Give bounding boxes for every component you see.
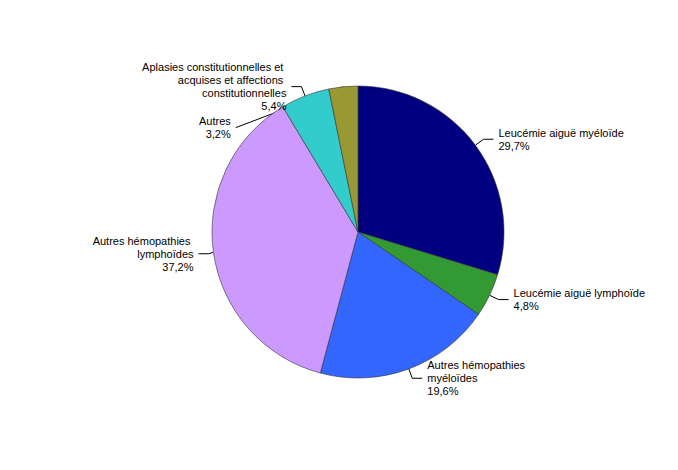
svg-text:Aplasies constitutionnelles et: Aplasies constitutionnelles et [142, 61, 286, 73]
svg-text:29,7%: 29,7% [498, 140, 529, 152]
svg-text:myéloïdes: myéloïdes [427, 372, 478, 384]
svg-text:acquises et affections: acquises et affections [178, 74, 287, 86]
svg-text:37,2%: 37,2% [162, 261, 193, 273]
svg-text:5,4%: 5,4% [261, 100, 286, 112]
svg-text:Autres hémopathies: Autres hémopathies [93, 235, 194, 247]
svg-text:Leucémie aiguë lymphoïde: Leucémie aiguë lymphoïde [514, 287, 645, 299]
svg-text:4,8%: 4,8% [514, 300, 539, 312]
svg-text:lymphoïdes: lymphoïdes [137, 248, 194, 260]
svg-text:19,6%: 19,6% [427, 385, 458, 397]
svg-text:Autres hémopathies: Autres hémopathies [427, 359, 528, 371]
svg-text:Leucémie aiguë myéloïde: Leucémie aiguë myéloïde [498, 127, 623, 139]
svg-text:3,2%: 3,2% [206, 128, 231, 140]
svg-text:Autres: Autres [199, 115, 231, 127]
svg-text:constitutionnelles: constitutionnelles [202, 87, 287, 99]
